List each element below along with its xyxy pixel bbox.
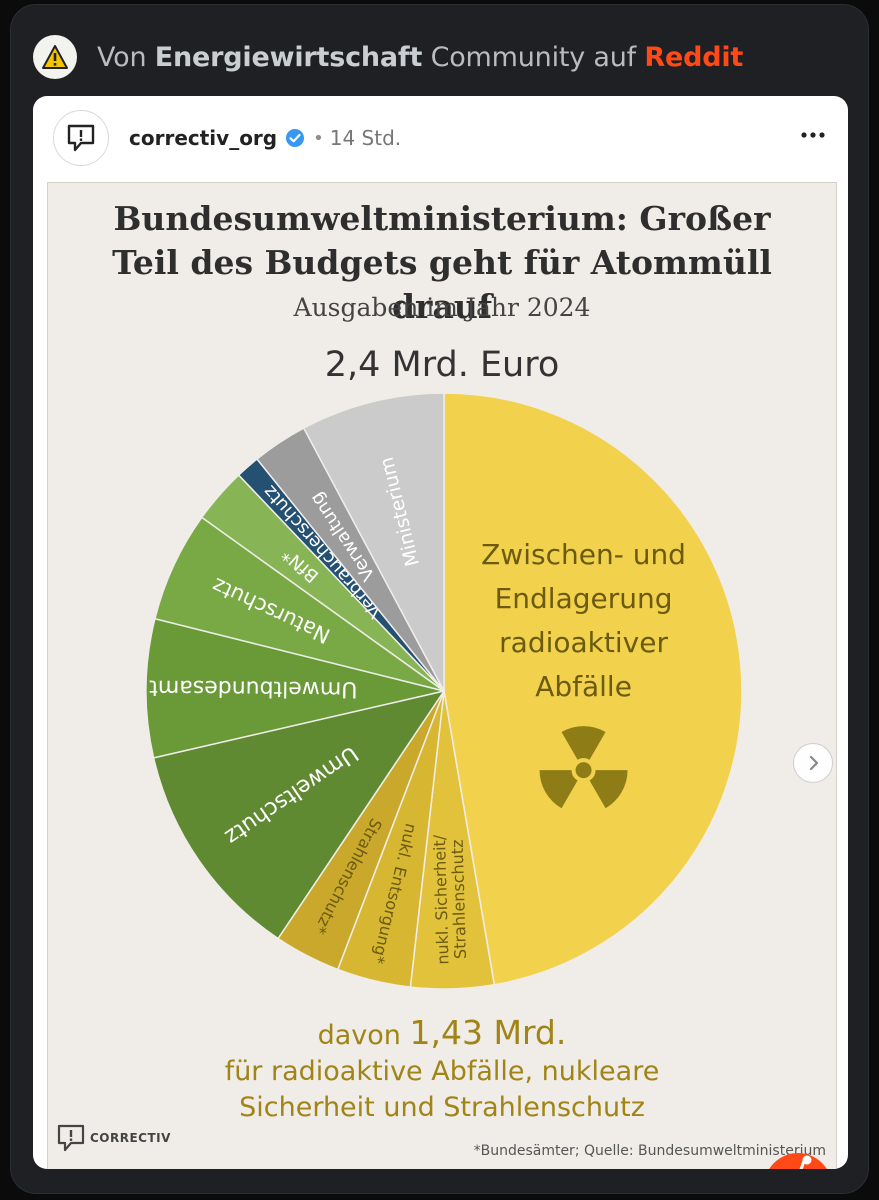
pie-label-nukl-sicherheit-strahlenschutz: nukl. Sicherheit/Strahlenschutz: [430, 833, 470, 965]
embed-header: Von Energiewirtschaft Community auf Redd…: [33, 35, 743, 79]
correctiv-logo-icon: [57, 1124, 85, 1152]
chevron-right-icon: [809, 755, 819, 771]
account-name[interactable]: correctiv_org: [129, 126, 278, 150]
chart-subtitle: Ausgaben im Jahr 2024: [293, 293, 591, 322]
carousel-next-button[interactable]: [793, 743, 833, 783]
summary-line-1: für radioaktive Abfälle, nukleare: [224, 1056, 660, 1087]
separator-dot: •: [313, 127, 324, 149]
embed-frame: Von Energiewirtschaft Community auf Redd…: [10, 4, 869, 1194]
community-avatar[interactable]: [33, 35, 77, 79]
summary-prefix: davon: [317, 1020, 401, 1051]
community-name[interactable]: Energiewirtschaft: [154, 41, 423, 73]
pie-label-umweltbundesamt: Umweltbundesamt: [149, 675, 358, 702]
chart-title-line: Bundesumweltministerium: Großer Teil des…: [112, 199, 772, 326]
pie-slice-umweltschutz: [152, 689, 446, 940]
summary-value: 1,43 Mrd.: [409, 1013, 567, 1052]
post-image: Bundesumweltministerium: Großer Teil des…: [47, 182, 837, 1169]
platform-name[interactable]: Reddit: [644, 41, 744, 73]
pie-label-zwischen-und-endlagerung-radioaktiver-abf-lle: Zwischen- und Endlagerung radioaktiver Abfä…: [481, 538, 686, 703]
header-middle: Community auf: [430, 41, 637, 73]
post-header: correctiv_org • 14 Std.: [53, 110, 828, 166]
header-prefix: Von: [97, 41, 147, 73]
chart-source: *Bundesämter; Quelle: Bundesumweltminist…: [473, 1143, 826, 1159]
pie-chart: Zwischen- und Endlagerung radioaktiver Abfä…: [145, 392, 743, 990]
correctiv-logo-icon: [67, 124, 95, 152]
pie-slice-umweltbundesamt: [145, 617, 445, 759]
summary-line-value: davon 1,43 Mrd.: [48, 1015, 836, 1054]
correctiv-logo: CORRECTIV: [56, 1123, 171, 1153]
post-card: correctiv_org • 14 Std. Bundesumweltmini…: [33, 96, 848, 1169]
verified-badge-icon: [286, 129, 305, 147]
pie-slice-zwischen-und-endlagerung-radioaktiver-abf-lle: [443, 392, 743, 986]
warning-triangle-icon: [42, 45, 68, 69]
more-horizontal-icon[interactable]: [798, 120, 828, 150]
chart-title: Bundesumweltministerium: Großer Teil des…: [48, 197, 836, 329]
logo-text: CORRECTIV: [90, 1131, 171, 1145]
radiation-icon: [539, 726, 628, 809]
summary-line-2: Sicherheit und Strahlenschutz: [239, 1092, 645, 1123]
chart-total: 2,4 Mrd. Euro: [324, 345, 560, 385]
embed-source-text: Von Energiewirtschaft Community auf Redd…: [97, 42, 743, 73]
pie-slice-ministerium: [302, 392, 445, 692]
account-avatar[interactable]: [53, 110, 109, 166]
reddit-snoo-icon: [769, 1153, 827, 1169]
chart-summary: davon 1,43 Mrd. für radioaktive Abfälle,…: [48, 1015, 836, 1126]
post-time: 14 Std.: [329, 126, 402, 150]
